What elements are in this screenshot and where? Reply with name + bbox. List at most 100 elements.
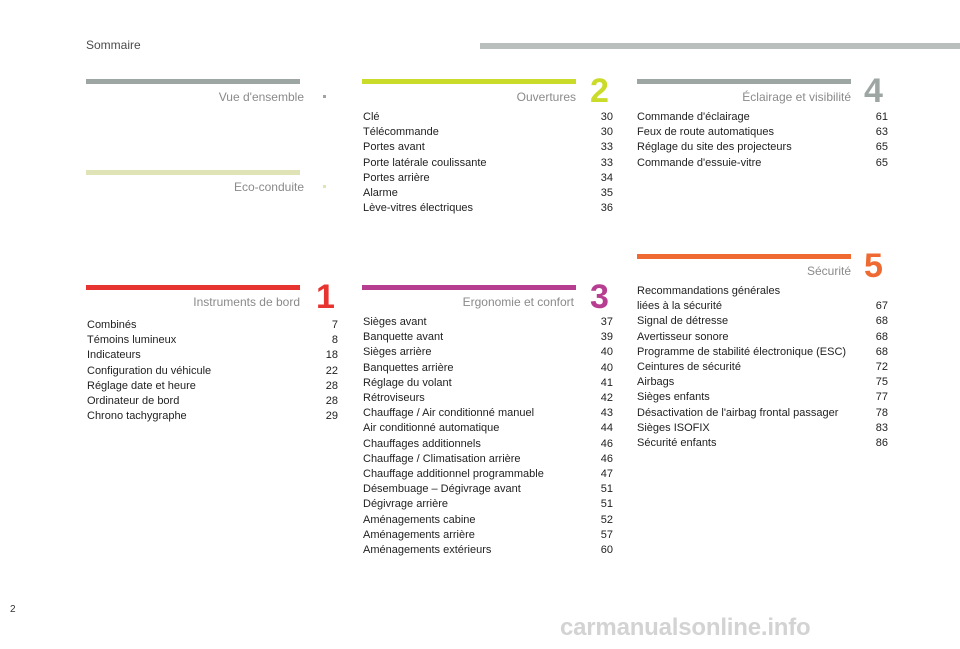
toc-item-label: Rétroviseurs — [363, 392, 425, 405]
toc-item[interactable]: Chauffage / Climatisation arrière 46 — [363, 452, 613, 467]
toc-item[interactable]: Chrono tachygraphe 29 — [87, 409, 338, 424]
toc-item-page: 18 — [325, 349, 338, 362]
toc-item-label: Combinés — [87, 319, 137, 331]
toc-item-label: Sièges enfants — [637, 391, 710, 404]
toc-item-page: 57 — [600, 528, 613, 541]
toc-item[interactable]: Feux de route automatiques 63 — [637, 125, 888, 140]
ouvertures-number: 2 — [590, 72, 609, 110]
instruments-bar — [86, 285, 300, 290]
eclairage-number: 4 — [864, 72, 883, 110]
toc-item[interactable]: Sièges enfants 77 — [637, 390, 888, 405]
toc-item[interactable]: Clé 30 — [363, 110, 613, 125]
toc-item-page: 8 — [331, 334, 338, 347]
ouvertures-title[interactable]: Ouvertures — [516, 90, 576, 104]
toc-item[interactable]: Airbags 75 — [637, 375, 888, 390]
toc-item[interactable]: Air conditionné automatique 44 — [363, 421, 613, 436]
toc-item-page: 51 — [600, 483, 613, 496]
toc-item-page: 40 — [600, 346, 613, 359]
ergonomie-title[interactable]: Ergonomie et confort — [462, 295, 574, 309]
toc-item[interactable]: Commande d'éclairage 61 — [637, 110, 888, 125]
toc-item-label: Télécommande — [363, 126, 439, 139]
toc-item[interactable]: Commande d'essuie-vitre 65 — [637, 156, 888, 171]
toc-item-label: Dégivrage arrière — [363, 498, 448, 511]
toc-item-page: 43 — [600, 407, 613, 420]
toc-item[interactable]: Combinés 7 — [87, 318, 338, 333]
toc-item-label: Clé — [363, 111, 380, 123]
ouvertures-bar — [362, 79, 576, 84]
toc-item[interactable]: Sécurité enfants 86 — [637, 436, 888, 451]
toc-item[interactable]: Portes avant 33 — [363, 140, 613, 155]
toc-item-label: Réglage date et heure — [87, 379, 196, 392]
toc-item-label: Portes arrière — [363, 171, 430, 184]
toc-item-label: Chauffage / Climatisation arrière — [363, 452, 521, 465]
toc-item-page: 22 — [325, 364, 338, 377]
toc-item-label: Sièges arrière — [363, 346, 432, 359]
toc-item-page: 30 — [600, 126, 613, 139]
toc-item[interactable]: Réglage date et heure 28 — [87, 379, 338, 394]
toc-item-page: 7 — [331, 319, 338, 331]
toc-item[interactable]: Alarme 35 — [363, 186, 613, 201]
toc-item[interactable]: Configuration du véhicule 22 — [87, 364, 338, 379]
toc-item-page: 65 — [875, 156, 888, 169]
toc-item[interactable]: Programme de stabilité électronique (ESC… — [637, 345, 888, 360]
toc-item[interactable]: Signal de détresse 68 — [637, 314, 888, 329]
toc-item[interactable]: Indicateurs 18 — [87, 348, 338, 363]
toc-item-page: 33 — [600, 156, 613, 169]
eco-conduite-marker — [323, 185, 326, 188]
toc-item[interactable]: Lève-vitres électriques 36 — [363, 201, 613, 216]
toc-item[interactable]: Désactivation de l'airbag frontal passag… — [637, 406, 888, 421]
toc-item-page: 65 — [875, 141, 888, 154]
toc-item-page: 46 — [600, 437, 613, 450]
toc-item[interactable]: Avertisseur sonore 68 — [637, 330, 888, 345]
toc-item[interactable]: Réglage du site des projecteurs 65 — [637, 140, 888, 155]
toc-item-label: Chauffage / Air conditionné manuel — [363, 407, 535, 420]
toc-item-label: Airbags — [637, 376, 675, 389]
toc-item-page: 46 — [600, 452, 613, 465]
securite-title[interactable]: Sécurité — [806, 264, 851, 278]
toc-item-page: 51 — [600, 498, 613, 511]
toc-item[interactable]: Aménagements arrière 57 — [363, 528, 613, 543]
toc-item[interactable]: Sièges ISOFIX 83 — [637, 421, 888, 436]
toc-item[interactable]: Porte latérale coulissante 33 — [363, 156, 613, 171]
toc-item[interactable]: Rétroviseurs 42 — [363, 391, 613, 406]
toc-item[interactable]: Aménagements extérieurs 60 — [363, 543, 613, 558]
securite-number: 5 — [864, 247, 883, 285]
toc-item[interactable]: Dégivrage arrière 51 — [363, 497, 613, 512]
toc-item[interactable]: Aménagements cabine 52 — [363, 513, 613, 528]
toc-item-page: 28 — [325, 395, 338, 408]
toc-item[interactable]: Chauffage / Air conditionné manuel 43 — [363, 406, 613, 421]
page-header-title: Sommaire — [86, 38, 141, 52]
eclairage-bar — [637, 79, 851, 84]
eco-conduite-title[interactable]: Eco-conduite — [233, 180, 304, 194]
toc-item-label: Désactivation de l'airbag frontal passag… — [637, 406, 839, 419]
eco-conduite-bar — [86, 170, 300, 175]
toc-item-page: 61 — [875, 111, 888, 123]
toc-item-label: Banquette avant — [363, 331, 444, 344]
toc-item-page: 41 — [600, 376, 613, 389]
toc-item-page: 68 — [875, 315, 888, 328]
toc-item[interactable]: Ceintures de sécurité 72 — [637, 360, 888, 375]
toc-item-label: Portes avant — [363, 141, 425, 154]
toc-item[interactable]: Chauffage additionnel programmable 47 — [363, 467, 613, 482]
toc-item[interactable]: Télécommande 30 — [363, 125, 613, 140]
ergonomie-number: 3 — [590, 278, 609, 316]
toc-item[interactable]: Banquette avant 39 — [363, 330, 613, 345]
toc-item[interactable]: Ordinateur de bord 28 — [87, 394, 338, 409]
toc-item-label: Air conditionné automatique — [363, 422, 500, 435]
instruments-title[interactable]: Instruments de bord — [193, 295, 300, 309]
vue-ensemble-title[interactable]: Vue d'ensemble — [218, 90, 304, 104]
toc-item[interactable]: Sièges avant 37 — [363, 315, 613, 330]
toc-item[interactable]: Désembuage – Dégivrage avant 51 — [363, 482, 613, 497]
toc-item[interactable]: Chauffages additionnels 46 — [363, 437, 613, 452]
eclairage-list: Commande d'éclairage 61 Feux de route aut… — [637, 110, 888, 171]
toc-item[interactable]: Réglage du volant 41 — [363, 376, 613, 391]
toc-item[interactable]: Portes arrière 34 — [363, 171, 613, 186]
toc-item[interactable]: Recommandations générales liées à la séc… — [637, 284, 888, 314]
toc-item-page: 68 — [875, 345, 888, 358]
toc-item-page: 83 — [875, 421, 888, 434]
toc-item[interactable]: Sièges arrière 40 — [363, 345, 613, 360]
toc-item[interactable]: Banquettes arrière 40 — [363, 361, 613, 376]
eclairage-title[interactable]: Éclairage et visibilité — [742, 90, 851, 104]
vue-ensemble-bar — [86, 79, 300, 84]
toc-item[interactable]: Témoins lumineux 8 — [87, 333, 338, 348]
